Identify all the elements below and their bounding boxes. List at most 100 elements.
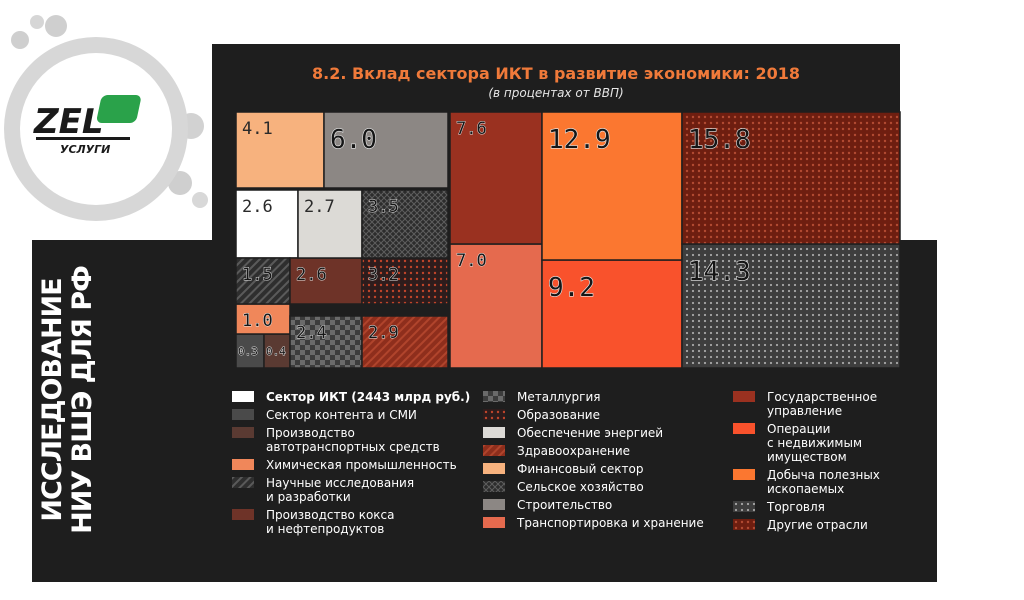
legend-item-rnd: Научные исследования и разработки [232, 476, 477, 504]
legend-item-chem: Химическая промышленность [232, 458, 477, 472]
legend-swatch-ict [232, 391, 254, 402]
treemap-value-auto: 0.4 [266, 345, 286, 358]
treemap-value-agri: 3.5 [368, 197, 399, 217]
legend-label-line: Сельское хозяйство [517, 480, 644, 494]
legend-label-line: управление [767, 404, 843, 418]
legend-label-line: имуществом [767, 450, 847, 464]
legend-label-line: ископаемых [767, 482, 845, 496]
legend-column-2: Металлургия Образование Обеспечение энерги… [483, 390, 713, 534]
treemap-value-health: 2.9 [368, 323, 399, 343]
legend-label-line: и нефтепродуктов [266, 522, 385, 536]
logo-main-text: ZEL [33, 102, 104, 142]
treemap-cell-metal [289, 315, 363, 369]
treemap-value-metal: 2.4 [296, 323, 327, 343]
legend-label-transport: Транспортировка и хранение [517, 516, 704, 530]
legend-label-line: Обеспечение энергией [517, 426, 664, 440]
legend-label-line: Производство [266, 426, 355, 440]
legend-column-1: Сектор ИКТ (2443 млрд руб.) Сектор контен… [232, 390, 477, 540]
legend-label-line: Операции [767, 422, 831, 436]
legend-item-ict: Сектор ИКТ (2443 млрд руб.) [232, 390, 477, 404]
logo-bubble-3 [45, 15, 67, 37]
legend-label-ict: Сектор ИКТ (2443 млрд руб.) [266, 390, 470, 404]
logo-bubble-1 [11, 31, 29, 49]
legend-label-line: автотранспортных средств [266, 440, 440, 454]
legend-label-auto: Производство автотранспортных средств [266, 426, 440, 454]
legend-label-line: Государственное [767, 390, 878, 404]
legend-label-chem: Химическая промышленность [266, 458, 457, 472]
legend-item-edu: Образование [483, 408, 713, 422]
legend-label-content: Сектор контента и СМИ [266, 408, 417, 422]
legend-label-agri: Сельское хозяйство [517, 480, 644, 494]
treemap-cell-ict [235, 189, 299, 259]
legend-item-transport: Транспортировка и хранение [483, 516, 713, 530]
legend-label-realty: Операции с недвижимым имуществом [767, 422, 862, 464]
treemap-value-ict: 2.6 [242, 197, 273, 217]
legend-label-line: Химическая промышленность [266, 458, 457, 472]
legend-label-metal: Металлургия [517, 390, 600, 404]
treemap-cell-mining [541, 111, 683, 261]
legend-swatch-health [483, 445, 505, 456]
treemap-value-chem: 1.0 [242, 311, 273, 331]
legend-item-energy: Обеспечение энергией [483, 426, 713, 440]
legend-swatch-constr [483, 499, 505, 510]
legend-swatch-energy [483, 427, 505, 438]
legend-swatch-mining [733, 469, 755, 480]
legend-item-other: Другие отрасли [733, 518, 913, 532]
legend-label-line: и разработки [266, 490, 351, 504]
chart-title: 8.2. Вклад сектора ИКТ в развитие эконом… [311, 64, 800, 83]
legend-swatch-auto [232, 427, 254, 438]
treemap-value-mining: 12.9 [548, 125, 611, 155]
legend-swatch-rnd [232, 477, 254, 488]
legend-column-3: Государственное управление Операции с недви… [733, 390, 913, 536]
legend-label-line: Финансовый сектор [517, 462, 644, 476]
logo-underline [36, 137, 130, 140]
legend-label-gov: Государственное управление [767, 390, 877, 418]
treemap-cell-rnd [235, 257, 291, 305]
legend-label-health: Здравоохранение [517, 444, 630, 458]
legend-label-line: Металлургия [517, 390, 601, 404]
legend-swatch-realty [733, 423, 755, 434]
legend-swatch-agri [483, 481, 505, 492]
treemap-cell-edu [361, 257, 449, 305]
logo-it-text: it [150, 98, 168, 122]
legend-item-constr: Строительство [483, 498, 713, 512]
legend-swatch-content [232, 409, 254, 420]
legend-swatch-chem [232, 459, 254, 470]
treemap-value-realty: 9.2 [548, 273, 595, 303]
legend-label-constr: Строительство [517, 498, 612, 512]
treemap-cell-health [361, 315, 449, 369]
legend-swatch-trade [733, 501, 755, 512]
legend-swatch-fin [483, 463, 505, 474]
legend-item-content: Сектор контента и СМИ [232, 408, 477, 422]
legend-item-fin: Финансовый сектор [483, 462, 713, 476]
legend-item-realty: Операции с недвижимым имуществом [733, 422, 913, 464]
legend-label-line: Сектор контента и СМИ [266, 408, 417, 422]
treemap-value-other: 15.8 [688, 125, 751, 155]
legend-label-edu: Образование [517, 408, 600, 422]
legend-label-line: Образование [517, 408, 600, 422]
logo-it-badge [96, 95, 141, 123]
legend-label-line: Здравоохранение [517, 444, 631, 458]
legend-label-line: Научные исследования [266, 476, 415, 490]
logo-bubble-6 [192, 192, 208, 208]
legend-label-line: Строительство [517, 498, 613, 512]
legend-label-line: Добыча полезных [767, 468, 880, 482]
treemap-value-rnd: 1.5 [242, 265, 273, 285]
legend-label-line: Другие отрасли [767, 518, 868, 532]
treemap-cell-fin [235, 111, 325, 189]
treemap-value-coke: 2.6 [296, 265, 327, 285]
legend-item-agri: Сельское хозяйство [483, 480, 713, 494]
legend-swatch-metal [483, 391, 505, 402]
legend-item-health: Здравоохранение [483, 444, 713, 458]
treemap-cell-agri [361, 189, 449, 259]
legend-label-other: Другие отрасли [767, 518, 868, 532]
legend-label-line: Производство кокса [266, 508, 395, 522]
logo-inner-circle [20, 53, 172, 205]
legend-item-auto: Производство автотранспортных средств [232, 426, 477, 454]
legend-item-gov: Государственное управление [733, 390, 913, 418]
legend-item-mining: Добыча полезных ископаемых [733, 468, 913, 496]
logo-bubble-2 [30, 15, 44, 29]
treemap-value-energy: 2.7 [304, 197, 335, 217]
treemap-value-edu: 3.2 [368, 265, 399, 285]
